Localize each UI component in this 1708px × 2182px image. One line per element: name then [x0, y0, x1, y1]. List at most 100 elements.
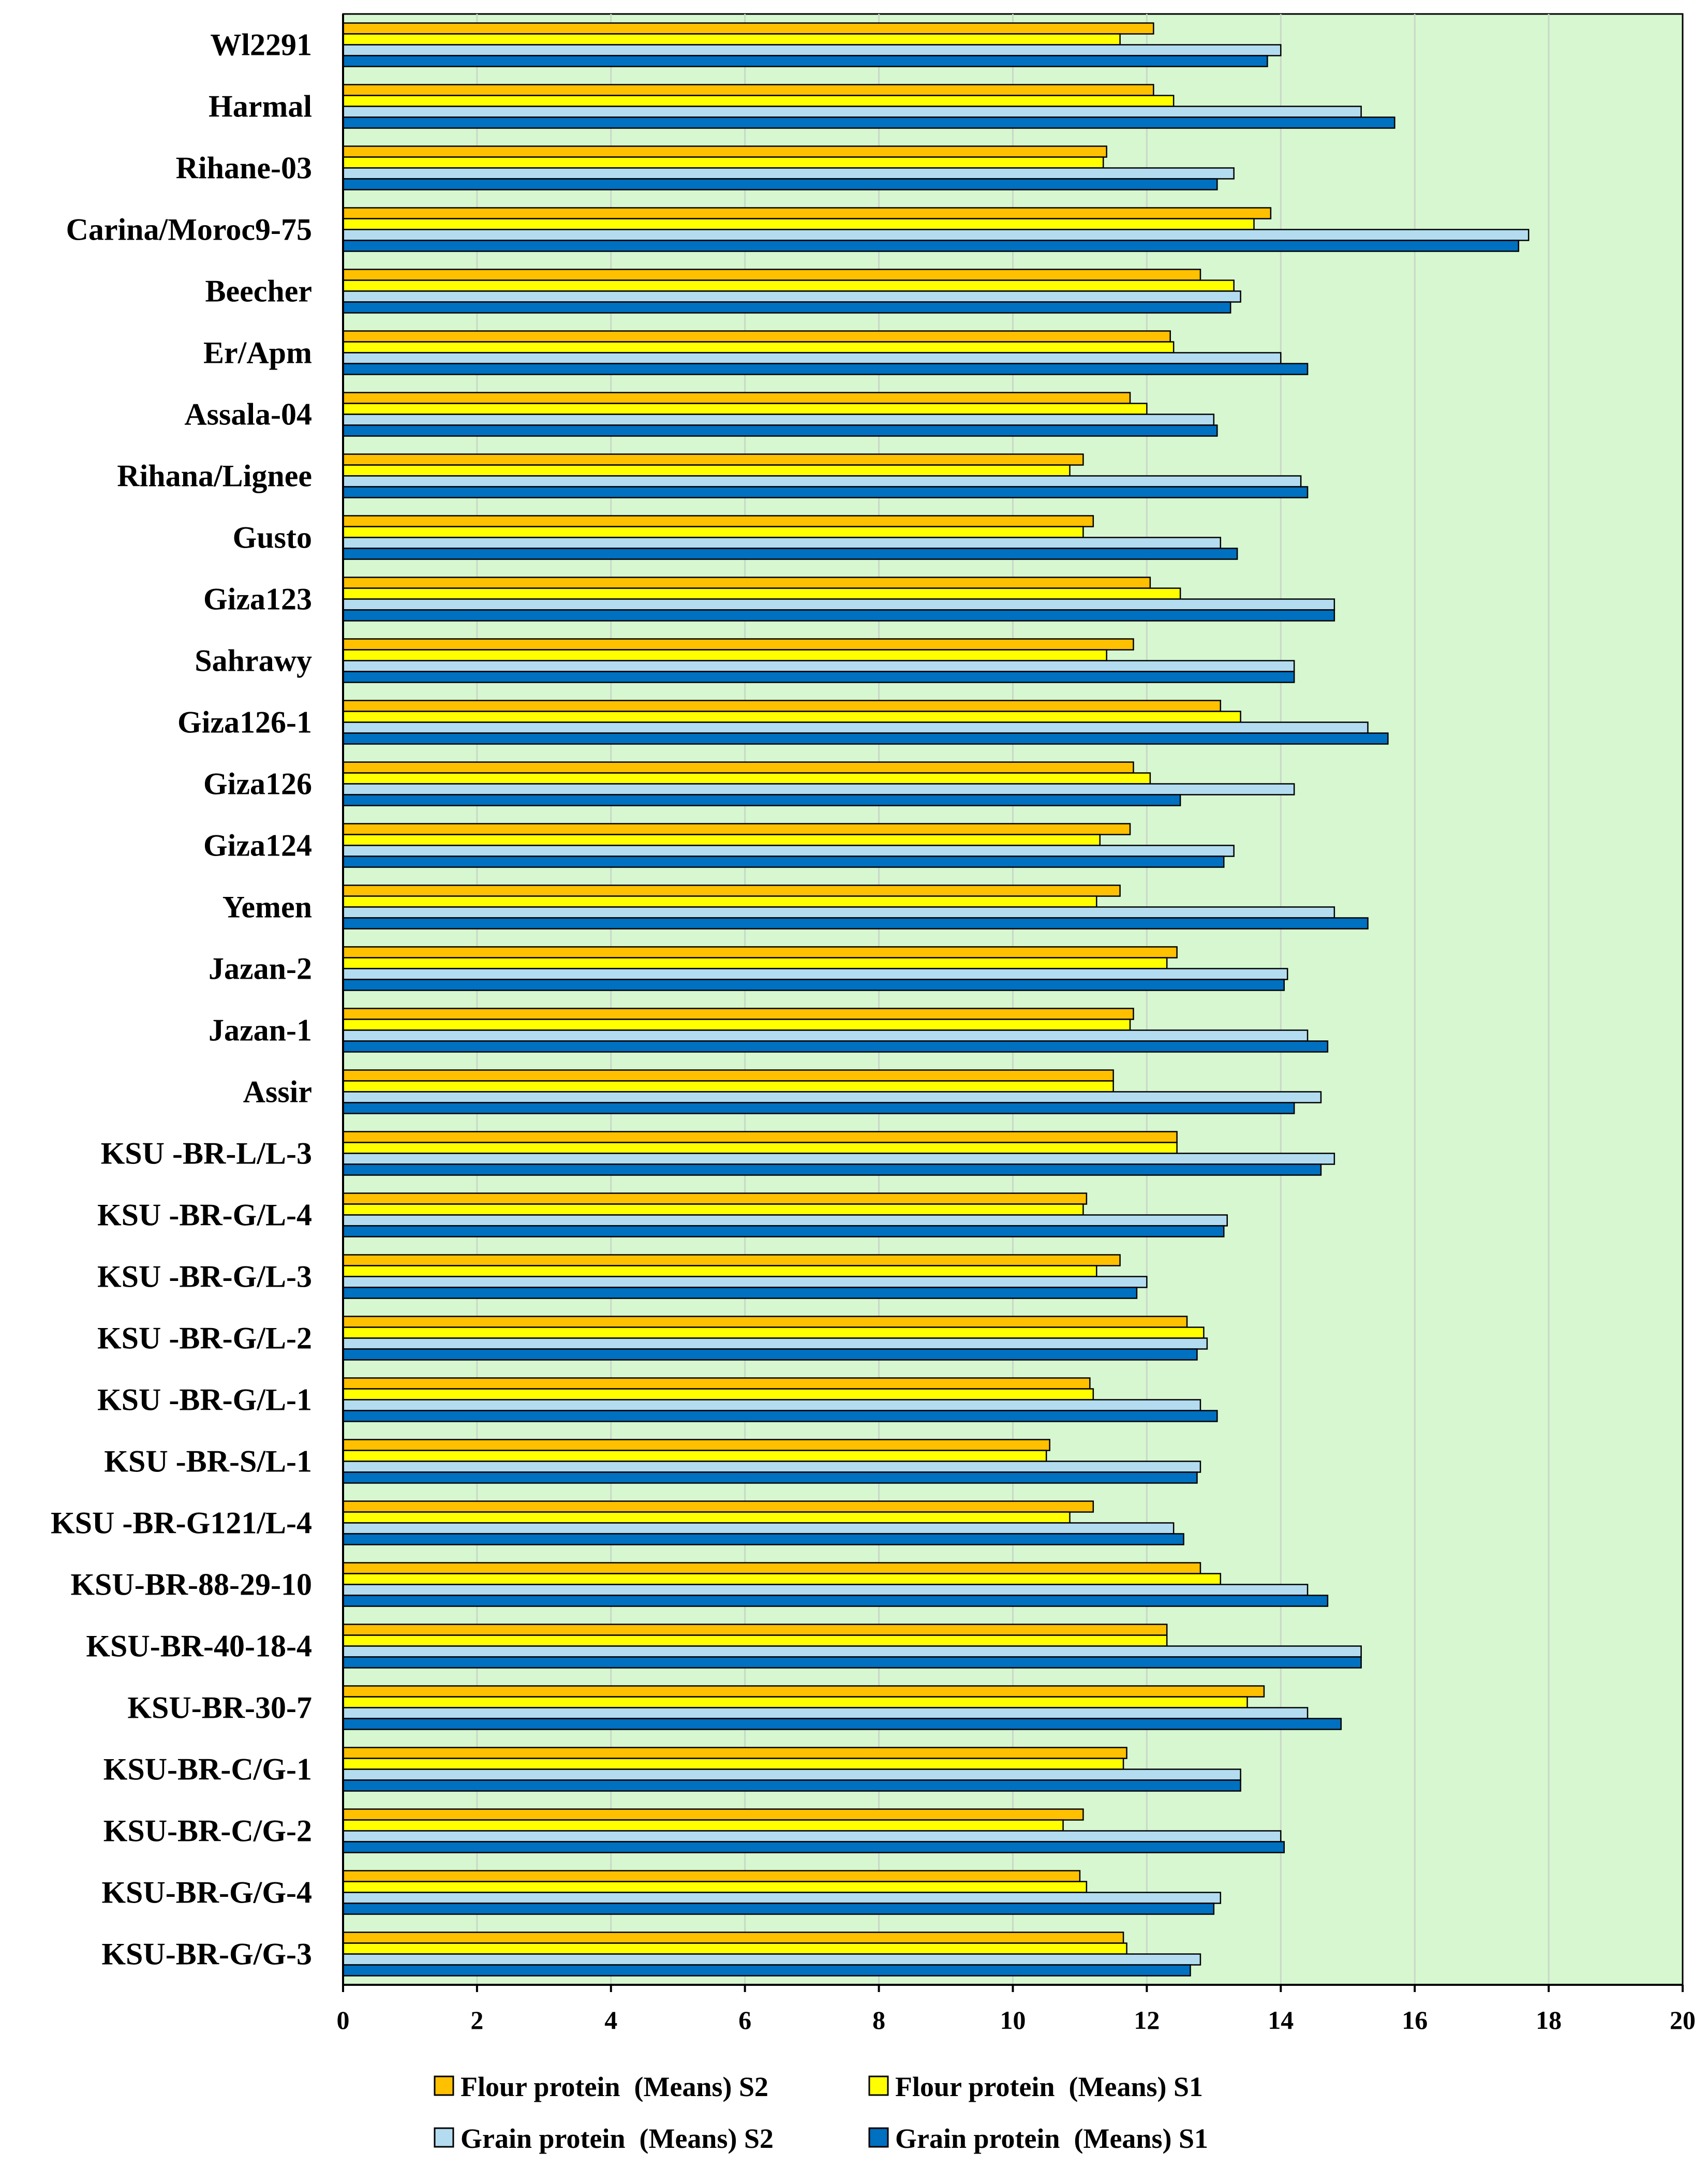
bar	[342, 1153, 1335, 1165]
bar	[342, 1892, 1222, 1904]
bar	[342, 1326, 1205, 1339]
bar	[342, 116, 1395, 129]
bar	[342, 1942, 1127, 1955]
category-label: Harmal	[209, 90, 312, 124]
category-label: Jazan-2	[209, 952, 312, 986]
bar	[342, 1069, 1114, 1082]
bar	[342, 906, 1335, 919]
x-tick-label: 2	[470, 2006, 483, 2034]
category-label: Giza124	[203, 829, 312, 863]
bar	[342, 1008, 1134, 1020]
bar	[342, 917, 1369, 930]
bar	[342, 1142, 1178, 1154]
bar	[342, 1830, 1282, 1842]
bar	[342, 279, 1235, 292]
category-label: Carina/Moroc9-75	[66, 213, 312, 247]
x-tick-label: 14	[1268, 2006, 1294, 2034]
category-labels: Wl2291 Harmal Rihane-03 Carina/Moroc9-75 Bee…	[51, 28, 312, 1971]
category-label: Rihane-03	[176, 151, 312, 185]
bar	[342, 178, 1218, 190]
bar	[342, 537, 1222, 549]
category-label: KSU -BR-G/L-1	[97, 1383, 312, 1417]
bar	[342, 1634, 1168, 1647]
x-tick-label: 6	[738, 2006, 751, 2034]
bar	[342, 1337, 1208, 1350]
bar	[342, 145, 1107, 158]
category-label: Assala-04	[184, 397, 312, 432]
bar	[342, 834, 1101, 846]
bar	[342, 363, 1309, 375]
category-label: KSU-BR-30-7	[127, 1691, 312, 1725]
bar	[342, 946, 1178, 959]
bar	[342, 660, 1295, 672]
bar	[342, 290, 1241, 303]
bar	[342, 1562, 1201, 1574]
bar	[342, 721, 1369, 734]
category-label: Gusto	[233, 521, 312, 555]
category-label: KSU -BR-G/L-2	[97, 1321, 312, 1355]
bar	[342, 330, 1171, 343]
bar	[342, 1645, 1362, 1658]
bar	[342, 1265, 1097, 1277]
bar	[342, 548, 1238, 560]
bar	[342, 1747, 1127, 1759]
bar	[342, 1656, 1362, 1669]
bar	[342, 1500, 1094, 1513]
legend-label: Grain protein (Means) S2	[461, 2123, 774, 2154]
category-label: Giza126-1	[177, 705, 312, 740]
bar	[342, 95, 1175, 107]
bar	[342, 55, 1268, 67]
category-label: KSU-BR-C/G-1	[103, 1752, 312, 1787]
category-label: Giza126	[203, 767, 312, 801]
bar	[342, 1439, 1050, 1451]
bar	[342, 1533, 1184, 1545]
category-label: Rihana/Lignee	[117, 459, 312, 493]
bar	[342, 301, 1231, 314]
bar	[342, 1768, 1241, 1781]
bar	[342, 33, 1121, 46]
bar	[342, 1511, 1071, 1524]
bar	[342, 526, 1084, 538]
bar	[342, 979, 1285, 991]
bar	[342, 1203, 1084, 1216]
category-label: Wl2291	[210, 28, 312, 62]
bar	[342, 352, 1282, 364]
category-label: Beecher	[205, 274, 312, 308]
x-tick-label: 12	[1134, 2006, 1160, 2034]
bar	[342, 1819, 1064, 1832]
bar	[342, 1758, 1124, 1770]
bar	[342, 783, 1295, 795]
x-tick-label: 20	[1670, 2006, 1696, 2034]
bar	[342, 1964, 1191, 1977]
bar	[342, 1348, 1198, 1361]
category-label: KSU-BR-G/G-3	[101, 1937, 312, 1971]
bar	[342, 1080, 1114, 1093]
bar	[342, 700, 1222, 712]
legend-label: Flour protein (Means) S2	[461, 2071, 768, 2102]
bar	[342, 1225, 1225, 1237]
category-label: Assir	[243, 1075, 312, 1109]
category-label: KSU-BR-C/G-2	[103, 1814, 312, 1848]
bar	[342, 598, 1335, 611]
bar	[342, 341, 1175, 353]
bar	[342, 761, 1134, 774]
bar	[342, 671, 1295, 683]
bar	[342, 515, 1094, 527]
bar	[342, 392, 1131, 404]
bar	[342, 794, 1181, 806]
bar	[342, 1696, 1248, 1708]
category-label: KSU -BR-G/L-3	[97, 1260, 312, 1294]
bar	[342, 587, 1181, 600]
bar	[342, 1779, 1241, 1792]
bar	[342, 1399, 1201, 1411]
bar	[342, 414, 1215, 426]
category-label: Er/Apm	[203, 336, 312, 370]
bar	[342, 823, 1131, 835]
bar	[342, 1718, 1342, 1730]
x-tick-label: 0	[337, 2006, 350, 2034]
legend-label: Flour protein (Means) S1	[895, 2071, 1203, 2102]
category-label: KSU -BR-L/L-3	[101, 1137, 312, 1171]
x-tick-label: 4	[604, 2006, 617, 2034]
